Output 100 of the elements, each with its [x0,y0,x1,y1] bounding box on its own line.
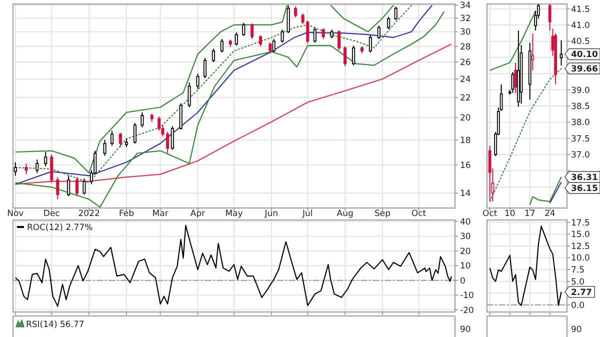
x-tick-label: Apr [190,209,206,219]
line-series [14,11,445,208]
line-series [489,226,562,306]
candlestick [368,34,372,53]
line-series [489,68,562,202]
y-tick-label: -10 [460,291,474,302]
y-tick-label: 15.0 [571,230,590,240]
y-tick-label: 28 [460,42,471,52]
candlestick [322,28,325,40]
y-tick-label: 16 [460,160,471,171]
candlestick [250,22,254,40]
y-tick-label: 7.5 [571,266,585,276]
y-tick-label: 22 [460,93,471,104]
y-tick-label: 12.5 [571,242,590,252]
candlestick [220,38,224,53]
y-tick-label: 40.5 [571,37,590,48]
candlestick [294,6,298,18]
text: RSI(14) 56.77 [26,320,84,330]
candlestick [196,73,200,90]
x-tick-label: Mar [152,209,169,219]
candlestick [82,178,86,196]
y-tick-label: 34 [460,1,471,12]
y-tick-label: 39.0 [571,86,590,96]
x-tick-label: 2022 [78,209,100,219]
candlestick [110,130,114,146]
y-tick-label: 38.5 [571,102,590,112]
candlestick [188,82,191,108]
candlestick [36,159,39,174]
x-tick-label: Dec [43,209,60,219]
x-tick-label: Nov [7,209,24,219]
candlestick [140,112,144,128]
candlestick [56,176,60,200]
line-series [14,224,452,307]
candlestick [259,34,262,47]
y-tick-label: 0.0 [571,300,585,311]
legend-label: ROC(12) 2.77% [27,223,93,233]
y-tick-label: 10.0 [571,254,590,264]
y-tick-label: -20 [460,306,474,316]
candlestick [212,48,216,63]
text: 90 [571,325,582,335]
candlestick [203,58,207,79]
candlestick [14,162,17,176]
candlestick [344,46,347,67]
candlestick [338,30,341,51]
y-tick-label: 26 [460,58,471,68]
x-tick-label: Oct [482,209,498,219]
x-tick-label: 17 [524,209,536,219]
candlestick [50,154,54,184]
candlestick [377,24,380,40]
annotation: 2.77 [571,288,592,298]
x-tick-label: Jun [264,209,278,219]
candlestick [286,4,290,34]
x-tick-label: Sep [374,209,391,219]
candlestick [313,27,316,44]
y-tick-label: 17.5 [571,218,590,228]
x-tick-label: Feb [118,209,134,219]
annotation: 36.31 [571,172,598,183]
candlestick [242,22,246,37]
y-tick-label: 24 [460,74,471,85]
candlestick [280,29,284,44]
annotation: 39.66 [571,64,598,74]
x-tick-label: Aug [336,209,354,219]
y-tick-label: 30 [460,28,471,38]
y-tick-label: 20 [460,114,471,124]
candlestick [560,40,563,66]
y-tick-label: 30 [460,232,471,242]
candlestick [133,122,137,144]
y-tick-label: 18 [460,136,471,146]
x-tick-label: Oct [411,209,427,219]
y-tick-label: 10 [460,262,471,272]
x-tick-label: 24 [544,209,556,219]
y-tick-label: 41.5 [571,4,590,15]
candlestick [24,163,28,175]
annotation: 40.10 [571,50,598,60]
x-tick-label: May [225,209,243,219]
x-tick-label: 10 [504,209,516,219]
x-tick-label: Jul [302,209,313,219]
y-tick-label: 40 [460,217,471,228]
candlestick [488,145,492,202]
text: 90 [460,325,471,335]
y-tick-label: 14 [460,189,471,200]
line-series [14,44,452,185]
candlestick [268,42,272,54]
candlestick [387,16,390,30]
candlestick [170,126,174,150]
y-tick-label: 37.0 [571,150,590,161]
y-tick-label: 37.5 [571,134,590,144]
y-tick-label: 38.0 [571,118,590,128]
candlestick [75,176,79,197]
y-tick-label: 5.0 [571,277,585,288]
line-series [529,176,562,206]
candlestick [118,132,122,148]
annotation: 36.15 [571,184,598,194]
candlestick [234,32,238,46]
candlestick [352,45,356,66]
y-tick-label: 32 [460,14,471,24]
y-tick-label: 41.0 [571,21,590,32]
candlestick [103,139,106,156]
candlestick [272,38,276,53]
candlestick [44,152,48,167]
